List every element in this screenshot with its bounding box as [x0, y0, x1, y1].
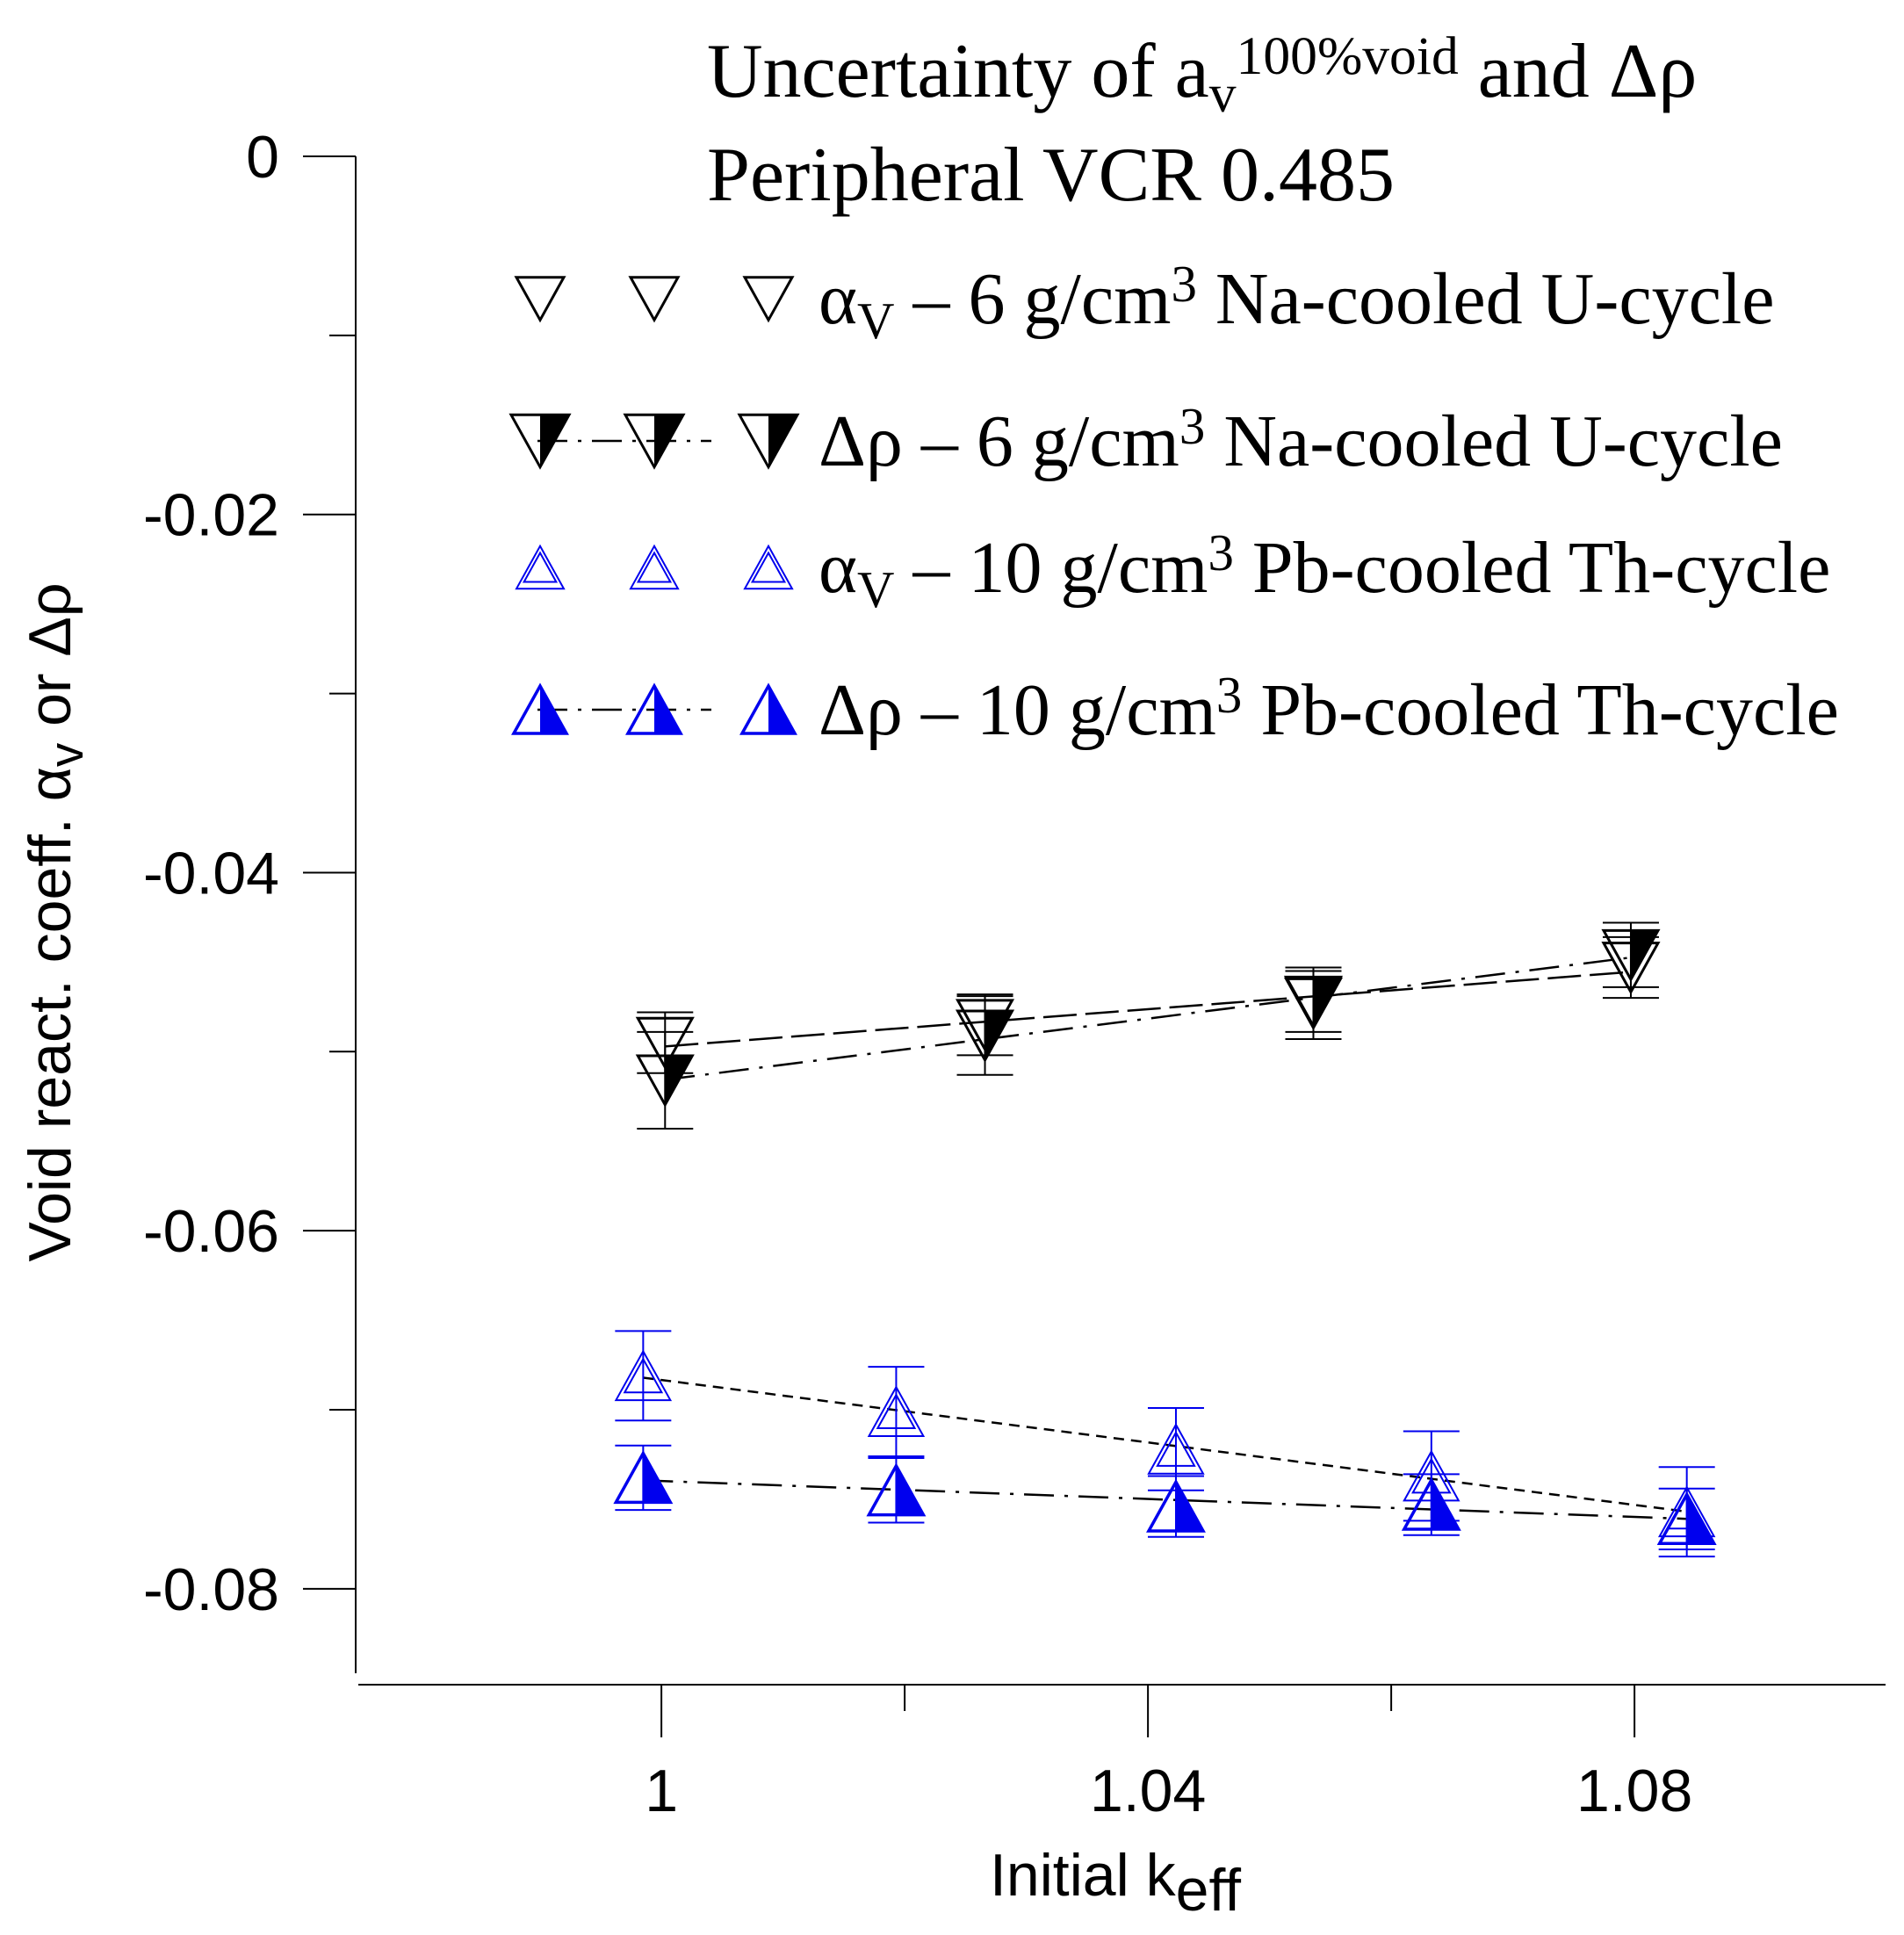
legend-entry: αV – 10 g/cm3 Pb-cooled Th-cycle	[515, 524, 1830, 618]
data-point	[1283, 977, 1344, 1031]
legend-marker	[743, 544, 794, 590]
legend-label-part: Na-cooled U-cycle	[1197, 258, 1775, 340]
legend-label-part: – 10 g/cm	[894, 527, 1208, 609]
data-point	[1601, 928, 1661, 983]
legend-label-part: 3	[1171, 256, 1196, 313]
legend-label: αV – 6 g/cm3 Na-cooled U-cycle	[819, 256, 1775, 349]
data-point	[613, 1449, 674, 1505]
x-axis-title-sub: eff	[1176, 1857, 1241, 1924]
y-axis-title-sub: v	[40, 742, 93, 767]
data-point	[614, 1349, 673, 1402]
legend-entry: Δρ – 10 g/cm3 Pb-cooled Th-cycle	[511, 667, 1839, 751]
chart-title-line-part: Peripheral VCR 0.485	[707, 133, 1395, 218]
y-tick-label: -0.04	[143, 840, 279, 906]
data-points	[613, 921, 1717, 1558]
data-point	[955, 1009, 1015, 1063]
chart-title-line: Peripheral VCR 0.485	[707, 133, 1395, 218]
y-tick-label: 0	[246, 124, 279, 191]
axes: 0 -0.02 -0.04 -0.06 -0.08 1 1.04 1.08 Initial ke…	[17, 124, 1886, 1924]
legend-label-part: α	[819, 258, 857, 340]
y-tick-label: -0.08	[143, 1556, 279, 1623]
legend-marker	[629, 544, 680, 590]
chart-title: Uncertainty of av100%void and Δρ Peripher…	[707, 26, 1697, 218]
error-bar	[868, 1366, 925, 1458]
legend-label-part: Pb-cooled Th-cycle	[1234, 527, 1831, 609]
legend-entry: αV – 6 g/cm3 Na-cooled U-cycle	[514, 256, 1775, 350]
x-axis-title: Initial keff	[990, 1842, 1241, 1924]
fit-line-series-0	[665, 971, 1632, 1048]
data-point	[1401, 1477, 1461, 1531]
legend-marker	[625, 682, 683, 735]
data-point	[1146, 1478, 1206, 1533]
legend-label-part: – 6 g/cm	[894, 258, 1171, 340]
data-point	[866, 1462, 927, 1517]
legend-label: αV – 10 g/cm3 Pb-cooled Th-cycle	[819, 524, 1830, 617]
chart-title-line-part: and Δρ	[1459, 29, 1698, 114]
chart-title-line-part: v	[1209, 64, 1237, 124]
x-tick-label: 1.08	[1576, 1758, 1692, 1824]
data-point	[1656, 1491, 1717, 1546]
legend-label-part: 3	[1179, 398, 1205, 455]
legend-label-part: V	[857, 561, 894, 618]
y-axis-title-tail: or Δρ	[17, 582, 83, 742]
legend-label-part: V	[857, 292, 894, 350]
legend-marker	[742, 276, 795, 323]
error-bar	[615, 1330, 672, 1422]
data-point	[635, 1054, 695, 1108]
legend-entry: Δρ – 6 g/cm3 Na-cooled U-cycle	[508, 398, 1783, 482]
fit-line-series-3	[643, 1479, 1687, 1520]
legend-marker	[511, 682, 569, 735]
x-axis-title-main: Initial k	[990, 1842, 1177, 1909]
y-axis-title-main: Void react. coeff. α	[17, 767, 83, 1262]
legend-label-part: 3	[1208, 524, 1233, 581]
legend-label-part: Δρ – 10 g/cm	[819, 669, 1216, 751]
y-axis-title: Void react. coeff. αv or Δρ	[17, 582, 93, 1261]
chart-title-line: Uncertainty of av100%void and Δρ	[707, 26, 1697, 124]
legend-marker	[515, 544, 566, 590]
legend-marker	[508, 413, 572, 470]
legend-marker	[623, 413, 686, 470]
y-tick-label: -0.02	[143, 482, 279, 549]
legend-label-part: α	[819, 527, 857, 609]
chart-title-line-part: Uncertainty of a	[707, 29, 1209, 114]
legend-label-part: Δρ – 6 g/cm	[819, 401, 1179, 482]
legend-label-part: Pb-cooled Th-cycle	[1242, 669, 1839, 751]
data-point	[1147, 1422, 1205, 1475]
x-tick-label: 1	[645, 1758, 678, 1824]
legend-label-part: Na-cooled U-cycle	[1205, 401, 1783, 482]
legend-label-part: 3	[1216, 667, 1242, 724]
data-point	[867, 1385, 926, 1437]
x-tick-label: 1.04	[1090, 1758, 1206, 1824]
data-point	[635, 1016, 695, 1071]
legend-label: Δρ – 10 g/cm3 Pb-cooled Th-cycle	[819, 667, 1839, 751]
legend-marker	[737, 413, 800, 470]
chart-title-line-part: 100%void	[1237, 26, 1459, 86]
y-tick-label: -0.06	[143, 1198, 279, 1265]
legend-marker	[514, 276, 566, 323]
legend-label: Δρ – 6 g/cm3 Na-cooled U-cycle	[819, 398, 1783, 482]
legend-marker	[628, 276, 681, 323]
legend-marker	[739, 682, 797, 735]
fit-lines	[643, 956, 1687, 1520]
